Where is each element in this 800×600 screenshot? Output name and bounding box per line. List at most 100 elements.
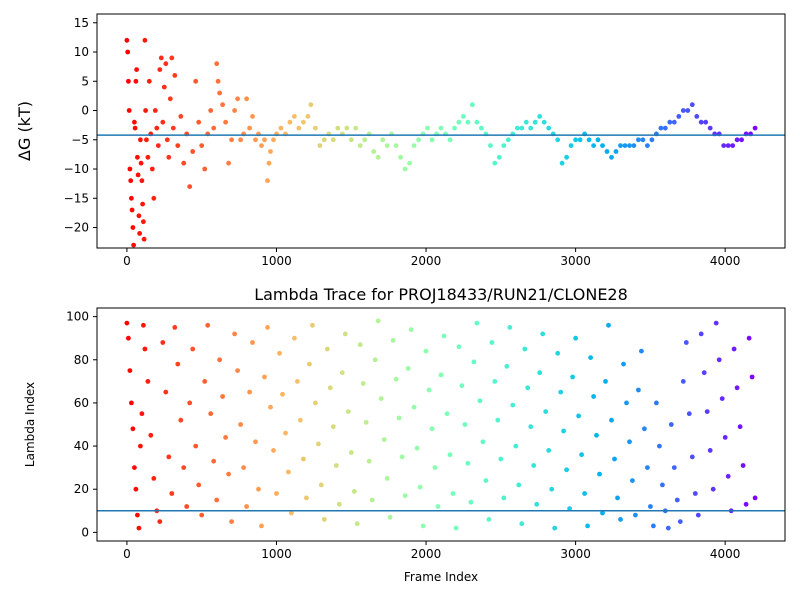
data-point (155, 143, 161, 149)
data-point (129, 207, 135, 213)
data-point (505, 137, 511, 143)
data-point (274, 491, 279, 496)
data-point (624, 400, 629, 406)
y-tick-label: −15 (64, 191, 89, 205)
data-point (591, 143, 596, 149)
data-point (215, 78, 221, 84)
data-point (132, 465, 137, 470)
data-point (208, 108, 214, 113)
data-point (268, 404, 273, 410)
y-tick-label: 0 (81, 525, 89, 539)
data-point (479, 125, 484, 131)
data-point (737, 424, 743, 430)
data-point (707, 125, 713, 131)
y-tick-label: −10 (64, 162, 89, 176)
data-point (498, 456, 504, 462)
data-point (731, 346, 737, 352)
data-point (568, 143, 574, 149)
data-point (134, 67, 140, 72)
data-point (163, 389, 169, 395)
data-point (704, 409, 710, 414)
data-point (175, 143, 181, 149)
y-tick-label: 10 (74, 45, 89, 59)
data-point (514, 125, 520, 131)
data-point (387, 514, 393, 520)
data-point (671, 119, 677, 125)
data-point (402, 166, 408, 172)
data-point (707, 448, 713, 453)
lambda-trace-y-axis-label: Lambda Index (23, 382, 37, 467)
x-tick-label: 0 (123, 547, 131, 561)
data-point (375, 154, 381, 160)
data-point (752, 495, 758, 501)
data-point (588, 355, 593, 360)
data-point (633, 512, 638, 518)
data-point (695, 512, 701, 518)
data-point (238, 422, 244, 427)
data-point (667, 119, 673, 125)
data-point (148, 432, 154, 438)
data-point (417, 484, 423, 490)
data-point (504, 363, 510, 369)
data-point (259, 523, 264, 529)
data-point (135, 154, 140, 160)
data-point (160, 340, 166, 345)
delta-g-y-axis-label: ΔG (kT) (15, 101, 34, 161)
data-point (133, 78, 139, 84)
data-point (223, 119, 229, 125)
data-point (158, 55, 164, 61)
data-point (238, 137, 244, 143)
data-point (196, 482, 202, 488)
data-point (223, 435, 229, 440)
data-point (686, 411, 692, 417)
data-point (461, 114, 466, 119)
x-tick-label: 3000 (560, 547, 591, 561)
data-point (649, 137, 655, 143)
lambda-trace-points (124, 318, 758, 531)
data-point (271, 448, 276, 453)
data-point (287, 119, 293, 125)
data-point (402, 493, 408, 499)
data-point (474, 320, 480, 326)
data-point (660, 482, 665, 488)
data-point (537, 370, 543, 376)
data-point (205, 322, 211, 328)
data-point (597, 471, 602, 477)
data-point (534, 501, 540, 507)
data-point (671, 465, 677, 470)
data-point (689, 102, 695, 108)
data-point (456, 119, 462, 125)
data-point (591, 394, 596, 399)
data-point (357, 143, 363, 149)
data-point (722, 435, 728, 440)
data-point (640, 137, 646, 143)
data-point (452, 125, 457, 131)
data-point (220, 102, 226, 108)
data-point (138, 137, 143, 143)
data-point (561, 428, 566, 434)
data-point (345, 409, 351, 414)
data-point (645, 143, 650, 149)
data-point (730, 143, 736, 149)
y-tick-label: 0 (81, 104, 89, 118)
data-point (606, 322, 611, 328)
data-point (130, 225, 136, 230)
data-point (513, 443, 519, 449)
data-point (229, 137, 235, 143)
data-point (698, 119, 704, 125)
data-point (459, 383, 465, 389)
data-point (142, 346, 148, 352)
data-point (483, 478, 489, 483)
data-point (164, 137, 170, 143)
data-point (525, 385, 531, 391)
data-point (178, 114, 184, 119)
data-point (698, 331, 704, 337)
data-point (519, 521, 525, 527)
data-point (141, 236, 147, 242)
data-point (470, 102, 475, 108)
delta-g-axes-frame (96, 13, 786, 249)
data-point (375, 318, 381, 324)
data-point (226, 471, 232, 477)
data-point (642, 426, 647, 432)
